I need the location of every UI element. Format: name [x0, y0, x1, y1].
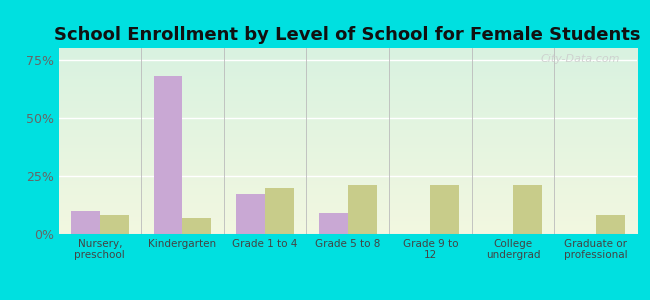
Bar [183, 218, 211, 234]
Bar [513, 185, 542, 234]
Bar [348, 185, 377, 234]
Title: School Enrollment by Level of School for Female Students: School Enrollment by Level of School for… [55, 26, 641, 44]
Bar [318, 213, 348, 234]
Bar [236, 194, 265, 234]
Bar [430, 185, 460, 234]
Text: City-Data.com: City-Data.com [540, 54, 619, 64]
Bar [71, 211, 100, 234]
Bar [595, 215, 625, 234]
Bar [265, 188, 294, 234]
Bar [153, 76, 183, 234]
Bar [100, 215, 129, 234]
